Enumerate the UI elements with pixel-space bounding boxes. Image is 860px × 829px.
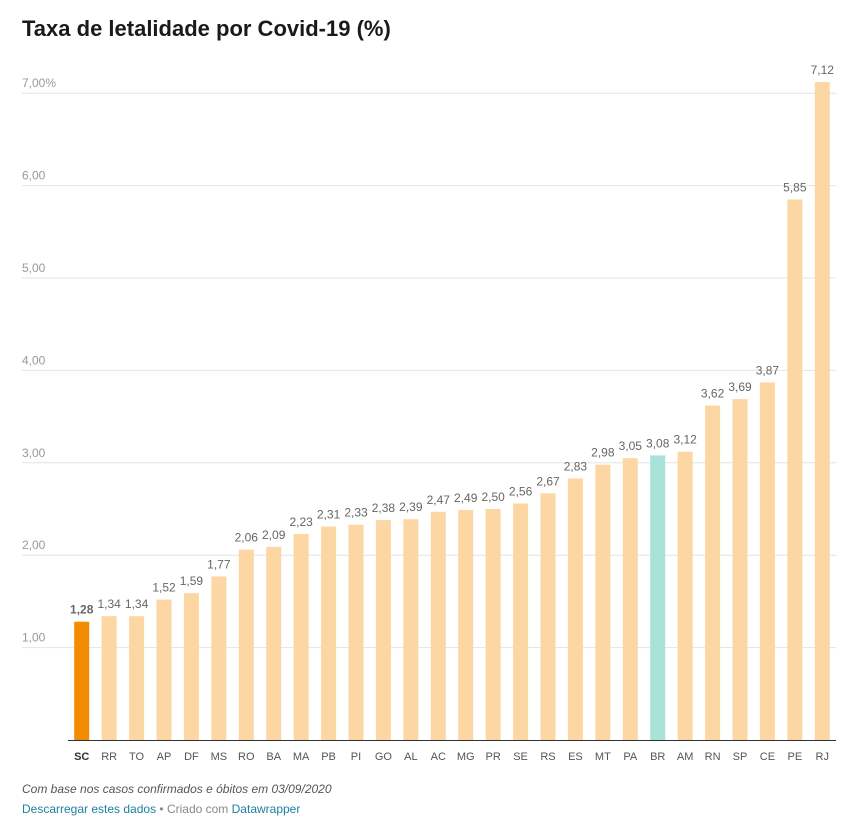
value-label-rj: 7,12 (811, 63, 835, 77)
bar-am (677, 451, 693, 740)
x-tick-label-rr: RR (101, 751, 117, 763)
bar-pi (348, 524, 364, 740)
value-label-se: 2,56 (509, 484, 533, 498)
x-tick-label-br: BR (650, 751, 665, 763)
x-tick-label-sp: SP (733, 751, 748, 763)
value-label-ma: 2,23 (289, 515, 313, 529)
x-tick-label-al: AL (404, 751, 417, 763)
value-label-ms: 1,77 (207, 557, 231, 571)
x-tick-label-ms: MS (211, 751, 228, 763)
value-label-ac: 2,47 (427, 493, 451, 507)
x-tick-label-df: DF (184, 751, 199, 763)
value-label-df: 1,59 (180, 574, 204, 588)
bar-pb (321, 526, 337, 740)
y-tick-label: 6,00 (22, 169, 46, 183)
value-label-br: 3,08 (646, 436, 670, 450)
y-tick-label: 4,00 (22, 353, 46, 367)
x-tick-label-pi: PI (351, 751, 361, 763)
x-tick-label-rn: RN (705, 751, 721, 763)
value-label-ap: 1,52 (152, 581, 176, 595)
value-label-pi: 2,33 (344, 506, 368, 520)
value-label-ce: 3,87 (756, 363, 780, 377)
x-tick-label-rj: RJ (816, 751, 829, 763)
x-tick-label-ap: AP (157, 751, 172, 763)
x-tick-label-pa: PA (623, 751, 638, 763)
chart-title: Taxa de letalidade por Covid-19 (%) (22, 16, 391, 41)
x-tick-label-sc: SC (74, 751, 89, 763)
x-tick-label-go: GO (375, 751, 393, 763)
y-tick-label: 5,00 (22, 261, 46, 275)
y-tick-label: 3,00 (22, 446, 46, 460)
x-tick-label-to: TO (129, 751, 145, 763)
bar-rs (540, 493, 556, 740)
value-label-go: 2,38 (372, 501, 396, 515)
y-tick-label: 2,00 (22, 538, 46, 552)
x-tick-label-rs: RS (540, 751, 555, 763)
bar-pr (485, 509, 501, 740)
bar-ba (266, 546, 282, 740)
x-tick-label-ma: MA (293, 751, 310, 763)
value-label-ro: 2,06 (235, 531, 259, 545)
y-tick-label: 7,00% (22, 76, 56, 90)
x-tick-label-pr: PR (486, 751, 501, 763)
bar-to (129, 616, 145, 740)
x-tick-label-ba: BA (266, 751, 281, 763)
footer-note: Com base nos casos confirmados e óbitos … (22, 782, 332, 796)
value-label-pe: 5,85 (783, 180, 807, 194)
bar-es (567, 478, 583, 740)
bar-se (513, 503, 529, 740)
x-tick-label-pe: PE (788, 751, 803, 763)
value-label-mg: 2,49 (454, 491, 478, 505)
value-label-pa: 3,05 (619, 439, 643, 453)
x-tick-label-se: SE (513, 751, 528, 763)
bar-ms (211, 576, 227, 740)
download-data-link[interactable]: Descarregar estes dados (22, 802, 157, 816)
x-tick-label-am: AM (677, 751, 694, 763)
bar-pa (622, 458, 638, 740)
value-label-pr: 2,50 (481, 490, 505, 504)
value-label-al: 2,39 (399, 500, 423, 514)
value-label-ba: 2,09 (262, 528, 286, 542)
value-label-am: 3,12 (673, 433, 697, 447)
bar-rj (814, 82, 830, 740)
bar-ap (156, 599, 172, 740)
x-tick-label-pb: PB (321, 751, 336, 763)
bar-ce (759, 382, 775, 740)
value-label-mt: 2,98 (591, 446, 615, 460)
datawrapper-link[interactable]: Datawrapper (231, 802, 301, 816)
bar-mt (595, 464, 611, 740)
x-tick-label-ac: AC (431, 751, 446, 763)
value-label-pb: 2,31 (317, 508, 341, 522)
value-label-rs: 2,67 (536, 474, 560, 488)
x-tick-label-es: ES (568, 751, 583, 763)
y-tick-label: 1,00 (22, 631, 46, 645)
bar-df (183, 593, 199, 740)
bar-rn (705, 405, 721, 740)
bar-ro (238, 549, 254, 740)
bar-mg (458, 509, 474, 740)
bar-sc (74, 621, 90, 740)
value-label-es: 2,83 (564, 460, 588, 474)
value-label-rr: 1,34 (97, 597, 121, 611)
value-label-sp: 3,69 (728, 380, 752, 394)
bar-pe (787, 199, 803, 740)
bar-sp (732, 399, 748, 740)
x-tick-label-ce: CE (760, 751, 775, 763)
value-label-sc: 1,28 (70, 603, 94, 617)
footer-separator: • Criado com (156, 802, 232, 816)
bar-go (375, 520, 391, 740)
bar-rr (101, 616, 117, 740)
value-label-to: 1,34 (125, 597, 149, 611)
footer-links: Descarregar estes dados • Criado com Dat… (22, 802, 300, 816)
value-label-rn: 3,62 (701, 387, 725, 401)
x-tick-label-mg: MG (457, 751, 475, 763)
bar-ma (293, 533, 309, 740)
bar-ac (430, 511, 446, 740)
bar-br (650, 455, 666, 740)
x-tick-label-ro: RO (238, 751, 255, 763)
x-tick-label-mt: MT (595, 751, 611, 763)
bar-al (403, 519, 419, 740)
